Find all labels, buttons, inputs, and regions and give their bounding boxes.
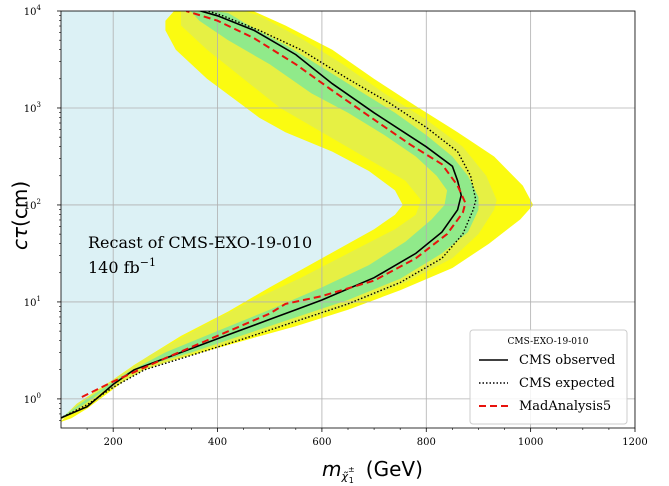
plot-area — [61, 11, 635, 428]
legend-title: CMS-EXO-19-010 — [508, 337, 589, 347]
y-tick-label: 104 — [24, 4, 42, 18]
legend-label-expected: CMS expected — [519, 376, 615, 391]
legend-label-observed: CMS observed — [519, 353, 615, 368]
x-tick-label: 200 — [104, 437, 123, 448]
x-tick-label: 1200 — [622, 437, 647, 448]
x-ticks: 200 400 600 800 1000 1200 — [86, 428, 648, 448]
y-tick-label: 100 — [24, 392, 41, 406]
grid — [61, 11, 635, 428]
y-tick-label: 103 — [24, 101, 41, 115]
x-tick-label: 1000 — [518, 437, 543, 448]
madanalysis5-line — [81, 11, 467, 398]
annotation-line-2: 140 fb−1 — [88, 256, 156, 277]
y-axis-label: cτ(cm) — [8, 181, 32, 250]
legend-label-madanalysis5: MadAnalysis5 — [519, 399, 611, 414]
x-axis-label: mχ̃± 1 (GeV) — [322, 457, 423, 485]
annotation-superscript: −1 — [140, 256, 156, 269]
legend: CMS-EXO-19-010 CMS observed CMS expected… — [469, 329, 628, 425]
x-tick-label: 600 — [312, 437, 331, 448]
legend-box — [469, 329, 628, 425]
x-tick-label: 800 — [417, 437, 436, 448]
y-tick-label: 101 — [24, 295, 41, 309]
x-tick-label: 400 — [208, 437, 227, 448]
annotation-line-1: Recast of CMS-EXO-19-010 — [88, 233, 312, 252]
